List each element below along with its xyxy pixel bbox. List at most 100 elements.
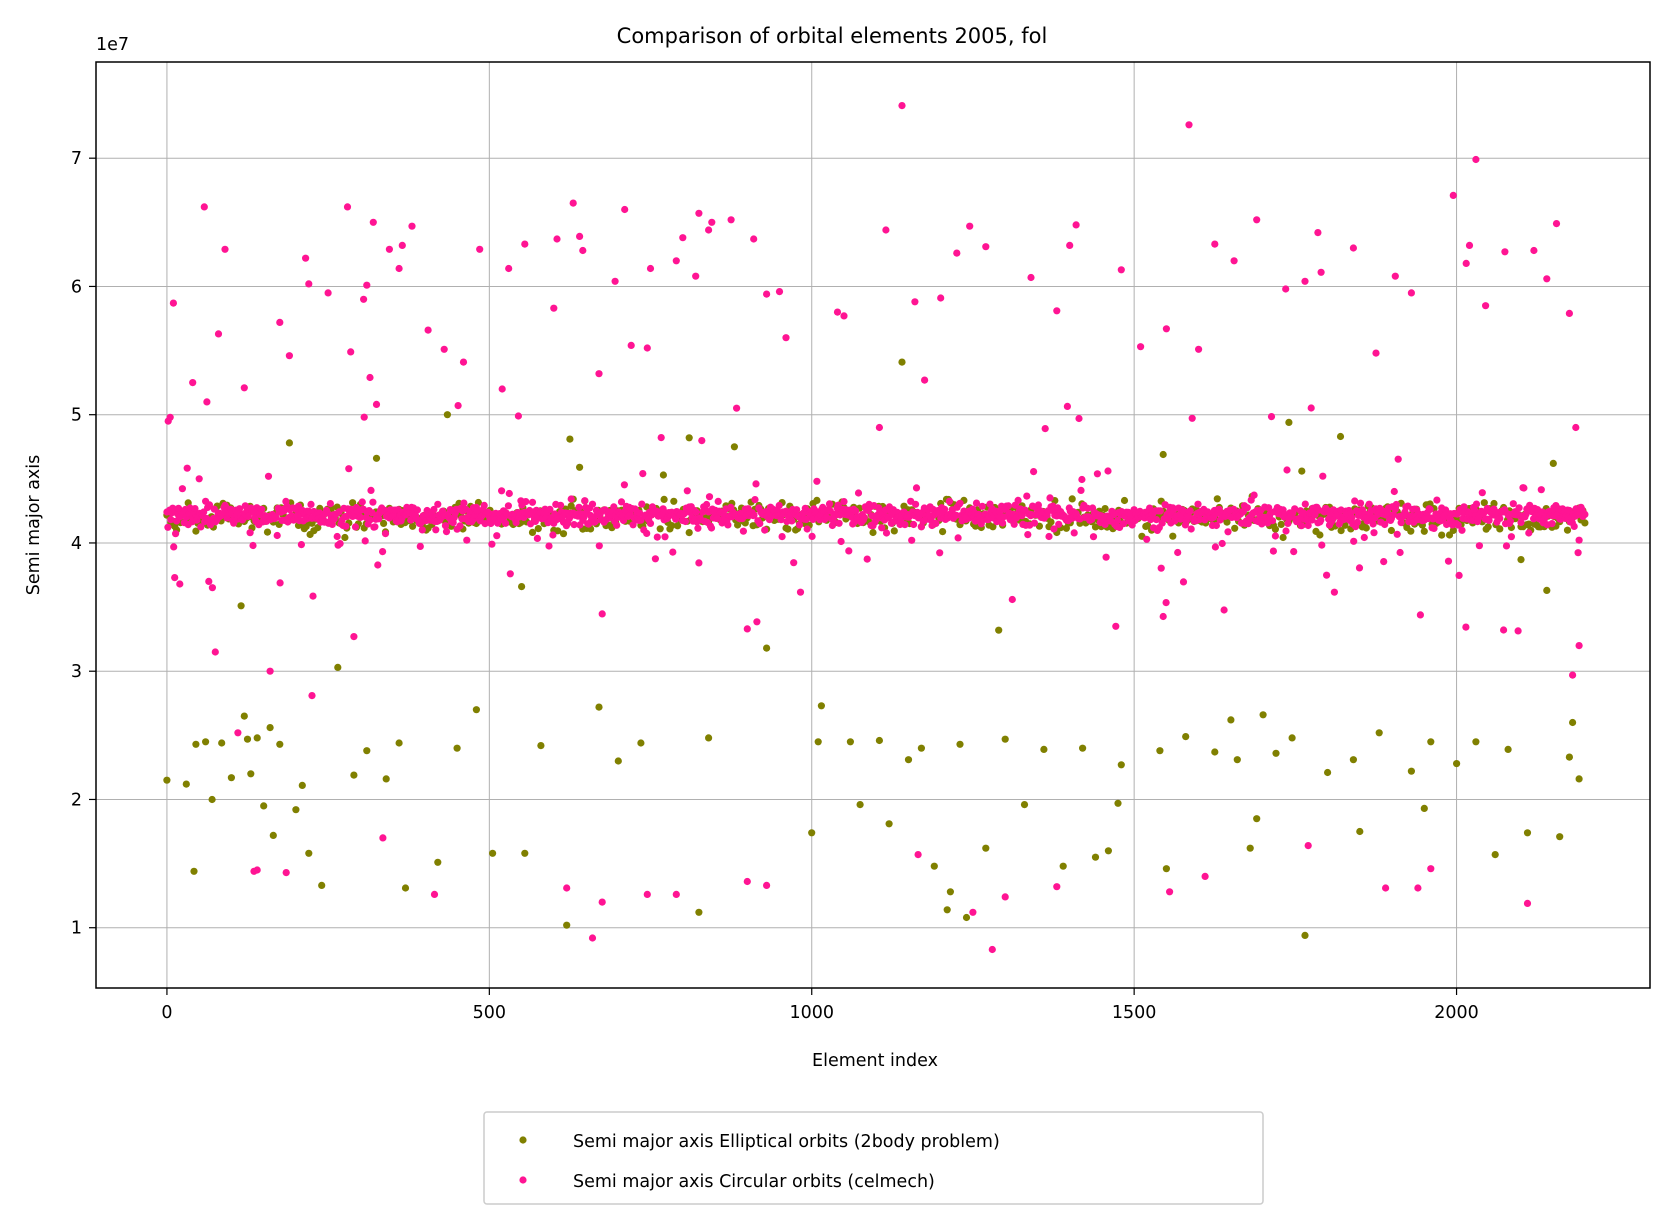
- point-elliptical: [943, 906, 951, 914]
- point-circular: [1075, 414, 1083, 423]
- point-elliptical: [982, 844, 990, 852]
- point-circular: [1089, 533, 1098, 541]
- point-circular: [276, 579, 284, 587]
- point-elliptical: [763, 644, 771, 652]
- point-elliptical: [534, 525, 542, 533]
- point-elliptical: [434, 858, 442, 866]
- point-circular: [1008, 595, 1016, 604]
- point-circular: [528, 498, 537, 506]
- point-circular: [1392, 500, 1400, 509]
- point-elliptical: [685, 529, 693, 537]
- point-elliptical: [1079, 744, 1087, 752]
- point-circular: [1034, 501, 1042, 509]
- point-circular: [1304, 521, 1312, 530]
- point-elliptical: [218, 739, 226, 747]
- point-elliptical: [1575, 775, 1583, 783]
- y-tick-label: 4: [71, 534, 82, 554]
- point-circular: [669, 548, 677, 556]
- point-circular: [910, 520, 918, 529]
- point-circular: [1066, 241, 1074, 249]
- point-circular: [945, 497, 954, 505]
- point-circular: [504, 502, 512, 510]
- point-elliptical: [567, 502, 575, 510]
- point-circular: [901, 521, 909, 529]
- point-elliptical: [846, 738, 855, 746]
- point-circular: [613, 521, 621, 529]
- point-elliptical: [521, 849, 529, 857]
- point-circular: [432, 526, 440, 534]
- point-circular: [713, 514, 721, 522]
- point-circular: [1323, 571, 1331, 579]
- point-elliptical: [318, 881, 326, 890]
- point-circular: [1053, 307, 1061, 315]
- point-circular: [459, 358, 468, 366]
- point-elliptical: [192, 740, 200, 748]
- point-elliptical: [202, 738, 210, 746]
- point-elliptical: [1213, 495, 1221, 503]
- point-circular: [1267, 413, 1276, 421]
- point-circular: [777, 516, 785, 524]
- point-circular: [375, 515, 383, 523]
- plot-frame: [95, 61, 1651, 989]
- axes: 0 500 1000 1500 2000 1 2 3 4 5 6 7: [71, 61, 1651, 1023]
- point-circular: [653, 533, 661, 541]
- point-circular: [1230, 257, 1238, 265]
- point-circular: [358, 498, 366, 506]
- point-elliptical: [904, 756, 913, 764]
- point-circular: [1186, 507, 1194, 515]
- point-elliptical: [1449, 526, 1457, 535]
- point-elliptical: [363, 747, 371, 755]
- point-circular: [569, 199, 577, 207]
- point-circular: [1157, 564, 1165, 572]
- point-circular: [1514, 627, 1522, 635]
- point-circular: [941, 505, 949, 513]
- point-circular: [454, 402, 462, 410]
- point-circular: [1162, 599, 1170, 607]
- point-circular: [1416, 611, 1424, 619]
- point-circular: [1475, 542, 1483, 550]
- point-circular: [253, 866, 261, 874]
- point-circular: [442, 528, 451, 536]
- point-circular: [309, 592, 317, 600]
- point-circular: [369, 218, 377, 226]
- point-circular: [1117, 266, 1125, 274]
- point-circular: [1360, 533, 1368, 542]
- point-circular: [360, 413, 368, 421]
- point-circular: [506, 570, 514, 578]
- point-circular: [264, 472, 273, 480]
- point-circular: [611, 277, 619, 285]
- point-elliptical: [1375, 729, 1383, 737]
- point-circular: [307, 500, 315, 508]
- point-circular: [1384, 509, 1392, 517]
- point-circular: [197, 523, 205, 531]
- point-elliptical: [1336, 432, 1345, 441]
- point-circular: [937, 294, 945, 302]
- point-circular: [1430, 524, 1438, 533]
- point-elliptical: [674, 522, 682, 530]
- point-circular: [1114, 516, 1122, 525]
- point-circular: [550, 304, 558, 312]
- point-circular: [282, 869, 290, 877]
- point-elliptical: [1104, 847, 1112, 855]
- point-circular: [840, 312, 848, 320]
- point-circular: [708, 218, 716, 226]
- point-circular: [249, 541, 257, 550]
- point-circular: [324, 289, 332, 297]
- point-elliptical: [263, 528, 272, 536]
- point-circular: [694, 524, 702, 532]
- point-elliptical: [1484, 523, 1492, 531]
- point-circular: [988, 945, 996, 954]
- point-circular: [1472, 155, 1480, 164]
- point-circular: [638, 500, 646, 508]
- point-circular: [692, 508, 700, 516]
- point-circular: [441, 522, 450, 530]
- point-circular: [833, 308, 842, 316]
- point-circular: [683, 487, 691, 495]
- point-circular: [639, 470, 647, 478]
- point-circular: [1575, 642, 1583, 650]
- point-elliptical: [869, 528, 877, 537]
- point-circular: [802, 515, 810, 524]
- legend-label-circular: Semi major axis Circular orbits (celmech…: [573, 1172, 935, 1192]
- point-circular: [1348, 514, 1356, 522]
- point-circular: [739, 527, 748, 535]
